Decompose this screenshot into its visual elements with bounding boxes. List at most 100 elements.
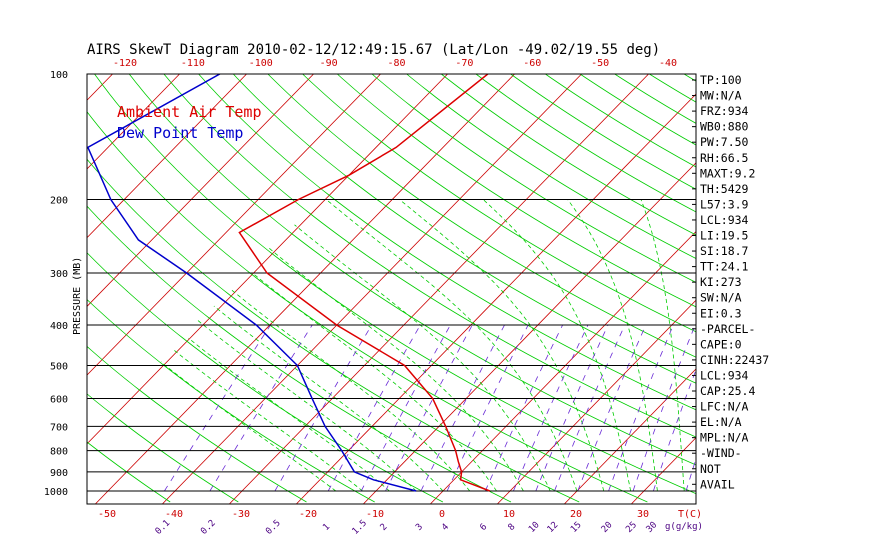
isotherm-line: [363, 162, 696, 504]
moist-adiabat-line: [567, 199, 658, 492]
index-label: KI:273: [700, 275, 742, 289]
top-temperature-tick-label: -50: [591, 58, 609, 69]
moist-adiabat-line: [231, 289, 471, 492]
dry-adiabat-line: [87, 252, 444, 503]
index-label: MPL:N/A: [700, 431, 749, 445]
pressure-tick-label: 100: [50, 70, 68, 81]
dry-adiabat-line: [337, 74, 696, 308]
isotherm-line: [430, 230, 696, 504]
dry-adiabat-line: [475, 74, 696, 213]
pressure-tick-label: 800: [50, 447, 68, 458]
mixing-ratio-tick-label: 1.5: [351, 518, 370, 537]
isotherm-line: [95, 74, 515, 504]
dry-adiabat-line: [788, 74, 870, 502]
mixing-ratio-tick-label: 0.5: [264, 518, 283, 537]
index-label: EI:0.3: [700, 306, 742, 320]
isotherm-line: [564, 368, 696, 504]
dry-adiabat-line: [545, 74, 696, 168]
index-label: -PARCEL-: [700, 322, 755, 336]
index-label: -WIND-: [700, 446, 742, 460]
dry-adiabat-line: [371, 74, 696, 283]
chart-title: AIRS SkewT Diagram 2010-02-12/12:49:15.6…: [87, 42, 660, 58]
index-label: RH:66.5: [700, 151, 748, 165]
index-label: LCL:934: [700, 213, 749, 227]
top-temperature-tick-label: -100: [249, 58, 273, 69]
index-label: WB0:880: [700, 120, 749, 134]
top-temperature-tick-label: -80: [387, 58, 405, 69]
moist-adiabat-line: [267, 246, 524, 492]
mixing-ratio-tick-label: 0.2: [199, 518, 218, 537]
top-temperature-tick-label: -110: [181, 58, 205, 69]
index-label: MAXT:9.2: [700, 166, 755, 180]
top-temperature-tick-label: -70: [455, 58, 473, 69]
dry-adiabat-line: [87, 393, 239, 503]
top-temperature-tick-label: -60: [523, 58, 541, 69]
dry-adiabat-line: [198, 74, 696, 411]
index-label: FRZ:934: [700, 104, 749, 118]
index-label: SW:N/A: [700, 291, 742, 305]
mixing-ratio-line: [209, 324, 313, 492]
dry-adiabat-line: [128, 74, 696, 466]
isobar-lines: [87, 199, 696, 492]
index-label: PW:7.50: [700, 135, 749, 149]
isotherm-line: [87, 74, 113, 101]
dry-adiabat-line: [87, 205, 512, 503]
moist-adiabat-line: [399, 199, 605, 492]
mixing-ratio-tick-label: 1: [321, 522, 332, 533]
mixing-ratio-line: [608, 324, 674, 492]
index-label: NOT: [700, 462, 721, 476]
pressure-tick-label: 200: [50, 196, 68, 207]
mixing-ratio-line: [554, 324, 626, 492]
pressure-tick-label: 700: [50, 422, 68, 433]
dry-adiabat-line: [267, 74, 696, 358]
top-temperature-tick-label: -90: [320, 58, 338, 69]
mixing-ratio-ticks: 0.1 0.2 0.5 1 1.5 2 3 4 6 8 10 12 15 20 25 30: [154, 518, 660, 537]
bottom-temperature-tick-label: -20: [299, 509, 317, 520]
index-label: TT:24.1: [700, 260, 749, 274]
pressure-tick-label: 900: [50, 468, 68, 479]
mixing-ratio-line: [632, 324, 696, 492]
pressure-tick-label: 500: [50, 361, 68, 372]
y-axis-label: PRESSURE (MB): [72, 257, 83, 335]
moist-adiabat-line: [482, 199, 631, 492]
moist-adiabat-line: [213, 305, 444, 492]
mixing-ratio-tick-label: 30: [645, 520, 660, 535]
dry-adiabat-line: [94, 74, 696, 495]
bottom-temperature-tick-label: -50: [98, 509, 116, 520]
index-label: SI:18.7: [700, 244, 749, 258]
legend-ambient: Ambient Air Temp: [117, 103, 262, 121]
isotherm-line: [765, 74, 870, 504]
mixing-ratio-tick-label: 20: [600, 520, 615, 535]
legend-dewpoint: Dew Point Temp: [117, 124, 243, 142]
isotherm-line: [87, 74, 314, 307]
dry-adiabat-line: [87, 158, 580, 503]
isotherm-line: [0, 74, 46, 504]
mixing-ratio-line: [535, 324, 609, 492]
dry-adiabat-line: [87, 345, 307, 503]
pressure-tick-label: 600: [50, 394, 68, 405]
isotherm-line: [229, 74, 649, 504]
isotherm-line: [87, 74, 180, 170]
mixing-ratio-tick-label: 4: [440, 522, 451, 533]
mixing-ratio-tick-label: 25: [624, 520, 639, 535]
dry-adiabat-line: [510, 74, 696, 190]
dry-adiabat-line: [163, 74, 696, 438]
mixing-ratio-line: [420, 324, 505, 492]
isotherm-line: [162, 74, 582, 504]
mixing-ratio-tick-label: 2: [379, 522, 390, 533]
mixing-ratio-tick-label: 12: [546, 520, 561, 535]
bottom-temperature-tick-label: 20: [570, 509, 582, 520]
index-label: CINH:22437: [700, 353, 769, 367]
pressure-tick-label: 300: [50, 269, 68, 280]
isotherm-line: [87, 74, 381, 376]
mixing-ratio-tick-label: 8: [507, 522, 518, 533]
mixing-ratio-tick-label: 10: [527, 520, 542, 535]
pressure-tick-label: 1000: [44, 487, 68, 498]
temperature-unit-label: T(C): [678, 509, 702, 520]
pressure-tick-label: 400: [50, 321, 68, 332]
top-temperature-ticks: -120 -110 -100 -90 -80 -70 -60 -50 -40: [113, 58, 677, 69]
bottom-temperature-tick-label: -10: [366, 509, 384, 520]
mixing-ratio-tick-label: 15: [569, 520, 584, 535]
